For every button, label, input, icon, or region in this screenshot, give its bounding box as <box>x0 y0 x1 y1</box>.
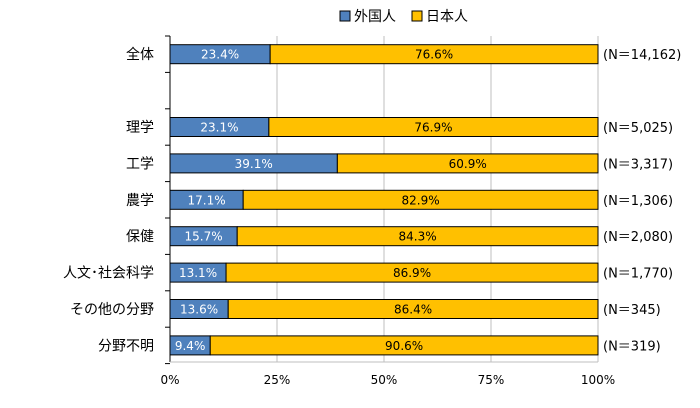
data-label: 13.1% <box>179 266 217 280</box>
data-label: 86.9% <box>393 266 431 280</box>
bar-segment-japanese <box>242 189 599 210</box>
bar-segment-japanese <box>209 335 599 356</box>
legend-label: 外国人 <box>354 9 396 25</box>
data-label: 23.1% <box>200 121 238 135</box>
data-label: 15.7% <box>185 230 223 244</box>
data-label: 13.6% <box>180 303 218 317</box>
x-tick-label: 75% <box>478 373 505 387</box>
n-label: (N＝345) <box>603 303 661 318</box>
data-label: 84.3% <box>399 230 437 244</box>
n-label: (N＝319) <box>603 339 661 354</box>
n-label: (N＝3,317) <box>603 157 673 172</box>
bar-segment-japanese <box>269 44 599 65</box>
data-label: 76.6% <box>415 48 453 62</box>
category-label: 工学 <box>126 156 154 172</box>
legend-swatch <box>339 10 351 22</box>
category-label: 理学 <box>126 120 154 136</box>
data-label: 60.9% <box>449 157 487 171</box>
bar-segment-japanese <box>336 153 599 174</box>
data-label: 90.6% <box>385 339 423 353</box>
n-label: (N＝5,025) <box>603 121 673 136</box>
category-label: 人文･社会科学 <box>63 266 154 282</box>
category-label: 保健 <box>126 229 154 245</box>
x-tick-label: 100% <box>581 373 615 387</box>
category-label: 農学 <box>126 193 154 209</box>
data-label: 86.4% <box>394 303 432 317</box>
category-label: 全体 <box>126 46 154 63</box>
category-label: 分野不明 <box>98 338 154 354</box>
category-label: その他の分野 <box>70 302 154 318</box>
bar-segment-japanese <box>227 299 599 319</box>
n-label: (N＝1,770) <box>603 267 673 282</box>
n-label: (N＝2,080) <box>603 230 673 245</box>
bar-segment-japanese <box>268 117 599 137</box>
data-label: 39.1% <box>235 157 273 171</box>
legend-swatch <box>411 10 423 22</box>
data-label: 9.4% <box>175 339 206 353</box>
data-label: 76.9% <box>414 121 452 135</box>
data-label: 17.1% <box>188 193 226 207</box>
data-label: 82.9% <box>402 193 440 207</box>
x-tick-label: 25% <box>264 373 291 387</box>
bar-segment-japanese <box>225 262 599 283</box>
x-tick-label: 0% <box>160 373 179 387</box>
n-label: (N＝1,306) <box>603 194 673 209</box>
x-tick-label: 50% <box>371 373 398 387</box>
bar-segment-japanese <box>236 226 599 247</box>
legend-label: 日本人 <box>426 9 468 25</box>
data-label: 23.4% <box>201 48 239 62</box>
n-label: (N＝14,162) <box>603 48 681 63</box>
